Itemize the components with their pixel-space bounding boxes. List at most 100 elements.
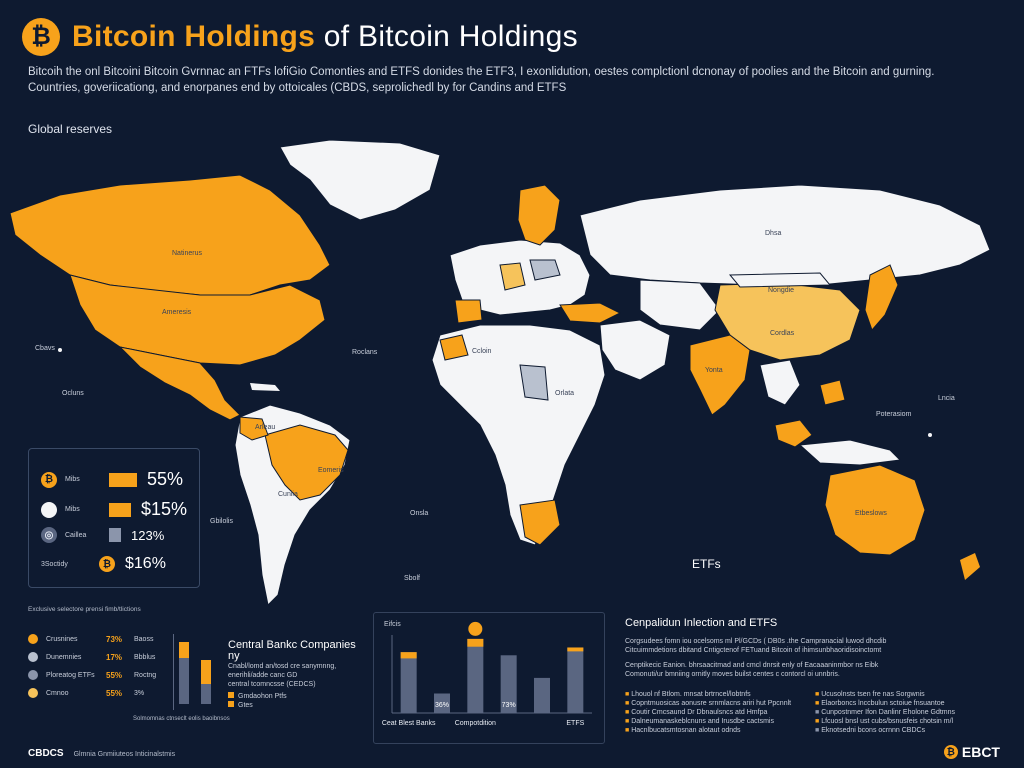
- legend-row: Mibs $15%: [41, 499, 187, 520]
- right-heading: Cenpalidun Inlection and ETFS: [625, 617, 778, 629]
- mini-bar-cap: [179, 642, 189, 658]
- region-mexico: [118, 346, 241, 421]
- section-label: Global reserves: [28, 122, 113, 136]
- chart-bar: [500, 655, 517, 713]
- list-item: Ploreatog ETFs 55% Roctng: [28, 670, 156, 680]
- legend-row: ◎ Caillea 123%: [41, 527, 164, 543]
- map-tag-asia-3: Cordlas: [770, 330, 795, 337]
- chart-bar: [434, 693, 450, 713]
- region-australia: [824, 464, 926, 556]
- bitcoin-icon: [28, 688, 38, 698]
- map-tag-india: Yonta: [705, 367, 723, 374]
- chart-bar-cap: [567, 647, 584, 652]
- bottom-left-panel: Crusnines 73% Baoss Dunemnies 17% Bbblus…: [28, 612, 363, 742]
- region-russia: [579, 184, 991, 286]
- footer-brand: ₿ EBCT: [943, 744, 1000, 760]
- legend-swatch-orange: [109, 472, 137, 487]
- map-tag-pacific-left: Ocluns: [62, 390, 84, 397]
- map-tag-pacific-right: Lncia: [938, 395, 955, 402]
- map-tag-atlantic: Roclans: [352, 349, 378, 356]
- map-tag-australia: Etbeslows: [855, 510, 887, 517]
- map-tag-south-atlantic: Onsla: [410, 510, 429, 517]
- chart-bar-cap: [400, 652, 417, 659]
- map-tag-atlantic-2: Sbolf: [404, 575, 420, 582]
- map-tag-asia-2: Nongdie: [768, 287, 795, 294]
- right-list-left: ■ Lhouol nf Btlom. mnsat brtrncel/lobtnf…: [625, 690, 810, 735]
- target-icon: [28, 670, 38, 680]
- region-greenland: [279, 139, 441, 221]
- region-south-africa: [519, 499, 561, 546]
- region-africa: [431, 324, 606, 546]
- bitcoin-icon: ₿: [943, 745, 958, 759]
- mini-bar-cap: [201, 660, 211, 684]
- legend-row: ₿ Mibs 55%: [41, 469, 183, 490]
- legend-swatch-orange: [109, 502, 131, 517]
- bitcoin-logo-icon: ₿: [22, 18, 60, 56]
- list-item: ■ Copntmuosicas aonusre srnmlacns ariri …: [625, 700, 792, 707]
- bitcoin-marker-icon: [468, 621, 483, 636]
- bitcoin-icon: ₿: [41, 471, 57, 488]
- mini-bar: [179, 642, 189, 704]
- region-north-america-north: [9, 174, 331, 296]
- list-item: ■ Cunpostnmer Ifon Danlinr Eholone Gdtmn…: [815, 709, 956, 716]
- chart-data-label: 36%: [435, 702, 449, 709]
- chart-label: Eifcis: [384, 621, 401, 628]
- map-tag-north-america-1: Natinerus: [172, 250, 202, 257]
- circle-icon: [41, 501, 57, 518]
- chart-bar-cap: [467, 638, 484, 647]
- etfs-label: ETFs: [692, 557, 721, 571]
- map-tag-north-america-2: Ameresis: [162, 309, 192, 316]
- right-list-right: ■ Ucusolnsts tsen fre nas Sorgwnis ■ Ela…: [815, 690, 1000, 735]
- list-item: ■ Hacnlbucatsmtosnan alotaut odnds: [625, 727, 741, 734]
- axis-note: Solmomnas ctnseclt eolis baoibnsos: [133, 716, 230, 722]
- chart-data-label: 73%: [502, 702, 516, 709]
- chart-bar: [467, 638, 484, 713]
- list-item: ■ Lhouol nf Btlom. mnsat brtrncel/lobtnf…: [625, 691, 751, 698]
- legend-row: 3Soctidy ₿ $16%: [41, 555, 166, 572]
- region-southeast-asia: [774, 419, 813, 448]
- map-tag-south-pacific: Gbilolis: [210, 518, 233, 525]
- list-item: ■ Elaorboncs lnccbulun sctoiue fnsuantoe: [815, 700, 945, 707]
- bitcoin-icon: [28, 634, 38, 644]
- intro-text: Bitcoih the onl Bitcoini Bitcoin Gvrnnac…: [28, 66, 935, 94]
- central-bank-text: Central Bankc Companies ny Cnabl/lomd an…: [228, 639, 356, 689]
- list-item: ■ Dalneumanaskeblcnuns and Irusdbe cacts…: [625, 718, 774, 725]
- mini-legend: Gmdaohon Ptfs Gtes: [228, 692, 287, 710]
- map-tag-africa-1: Ccloin: [472, 348, 492, 355]
- region-japan: [864, 264, 899, 331]
- footer-left: CBDCS Glmnia Gnmiiuteos Inticinalstmis: [28, 748, 176, 759]
- region-middle-east: [599, 319, 671, 381]
- caption-line: Exclusive selectore prensi fimb/tliction…: [28, 606, 141, 613]
- chart-tick-label: Ceat Blest Banks: [382, 720, 436, 727]
- list-item: Cmnoo 55% 3%: [28, 688, 144, 698]
- chart-bar: [567, 647, 584, 713]
- map-legend: ₿ Mibs 55% Mibs $15% ◎ Caillea 123% 3Soc…: [28, 448, 200, 588]
- map-tag-greenland-left: Cbavs: [35, 345, 55, 352]
- circle-icon: [28, 652, 38, 662]
- list-item: ■ Ucusolnsts tsen fre nas Sorgwnis: [815, 691, 925, 698]
- chart-bar: [534, 677, 550, 713]
- chart-tick-label: Compotdition: [455, 720, 496, 727]
- bottom-right-panel: Cenpalidun Inlection and ETFS Corgsudees…: [625, 612, 1000, 742]
- page-title: Bitcoin Holdings of Bitcoin Holdings: [72, 20, 578, 53]
- world-map-svg: [9, 139, 991, 607]
- region-usa: [69, 274, 326, 366]
- header: ₿ Bitcoin Holdings of Bitcoin Holdings: [22, 18, 578, 56]
- bitcoin-icon: ₿: [99, 556, 115, 572]
- region-indonesia: [798, 439, 902, 466]
- world-map: Natinerus Ameresis Cbavs Roclans Ocluns …: [0, 135, 1024, 610]
- map-tag-asia-1: Dhsa: [765, 230, 782, 237]
- legend-swatch-grey: [109, 528, 121, 542]
- bar-chart: Ceat Blest Banks 36% Compotdition 73% ETFS: [382, 621, 592, 727]
- list-item: Dunemnies 17% Bbblus: [28, 652, 155, 662]
- list-item: ■ Eknotsedni bcons ocrnnn CBDCs: [815, 727, 926, 734]
- bottom-mid-chart-panel: Eifcis Ceat Blest Banks 36% Compotdition 73…: [373, 612, 605, 744]
- list-item: ■ Coutir Cmcsaund Dr Dbnaulsncs atd Hmfp…: [625, 709, 768, 716]
- region-india: [689, 334, 751, 416]
- map-tag-south-america-1: Arleau: [255, 424, 276, 431]
- chart-tick-label: ETFS: [566, 720, 584, 727]
- region-brazil: [264, 424, 349, 501]
- region-china: [714, 282, 861, 361]
- mini-bar-chart: [173, 634, 211, 710]
- list-item: ■ Lfcuosl bnsl ust cubs/bsnusfeis chotsi…: [815, 718, 954, 725]
